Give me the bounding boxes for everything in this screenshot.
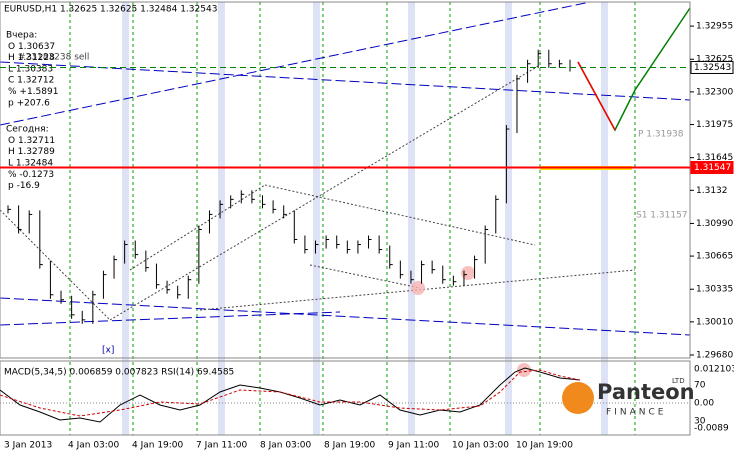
x-tick-label: 3 Jan 2013 <box>4 441 52 451</box>
main-frame <box>0 1 691 359</box>
price-box <box>690 60 734 74</box>
day-bands <box>122 2 608 435</box>
indicator-frame <box>0 360 691 436</box>
info-text: L 1.32484 <box>8 159 53 169</box>
y-tick-label: 1.32955 <box>696 22 733 32</box>
y-tick-label: 1.31975 <box>696 120 733 130</box>
price-box-label: 1.31547 <box>694 163 731 173</box>
info-text: Сегодня: <box>6 125 49 135</box>
y-tick-label: 1.30010 <box>696 317 733 327</box>
x-tick-label: 4 Jan 19:00 <box>132 441 184 451</box>
y-tick-label: 1.30665 <box>696 252 733 262</box>
price-box <box>690 161 734 175</box>
x-tick-label: 8 Jan 03:00 <box>260 441 312 451</box>
x-tick-label: 9 Jan 11:00 <box>388 441 440 451</box>
logo-tag: LTD <box>672 377 685 385</box>
price-bars <box>7 49 573 324</box>
y-tick-label: 1.3132 <box>696 186 728 196</box>
v-grid <box>69 2 636 435</box>
y-tick-label: 1.32300 <box>696 87 733 97</box>
indicator-title: MACD(5,34,5) 0.006859 0.007823 RSI(14) 6… <box>4 368 234 378</box>
indicator-tick: 30 <box>694 417 706 427</box>
y-tick-label: 1.31645 <box>696 153 733 163</box>
x-tick-label: 10 Jan 19:00 <box>516 441 573 451</box>
indicator-lines <box>0 367 690 423</box>
chart-title: EURUSD,H1 1.32625 1.32625 1.32484 1.3254… <box>4 5 217 15</box>
order-label: #23183238 sell <box>18 53 89 63</box>
indicator-tick: 0.012103 <box>694 365 734 375</box>
indicator-tick: 0.00 <box>694 399 714 409</box>
logo-name: Panteon <box>597 380 695 404</box>
pivot-label: S1 1.31157 <box>636 211 688 221</box>
indicator-tick: 70 <box>694 381 706 391</box>
logo: Panteon FINANCE LTD <box>562 377 695 418</box>
indicator-tick: -0.0089 <box>694 424 729 434</box>
pivot-label: P 1.31938 <box>638 130 684 140</box>
info-text: % +1.5891 <box>8 87 58 97</box>
info-text: % -0.1273 <box>8 170 54 180</box>
info-text: Вчера: <box>6 31 37 41</box>
x-tick-label: 8 Jan 19:00 <box>324 441 376 451</box>
x-tick-label: 10 Jan 03:00 <box>452 441 509 451</box>
info-text: O 1.32711 <box>8 136 55 146</box>
info-text: H 1.32789 <box>8 147 55 157</box>
y-tick-label: 1.32625 <box>696 55 733 65</box>
info-text: p +207.6 <box>8 98 50 108</box>
x-tick-label: 7 Jan 11:00 <box>196 441 248 451</box>
y-tick-label: 1.29680 <box>696 351 733 361</box>
y-tick-label: 1.30335 <box>696 285 733 295</box>
marker-label: [x] <box>102 346 114 356</box>
info-text: O 1.30637 <box>8 42 55 52</box>
info-text: p -16.9 <box>8 181 40 191</box>
info-text: H 1.31228 <box>8 53 55 63</box>
price-box-label: 1.32543 <box>694 63 731 73</box>
x-tick-label: 4 Jan 03:00 <box>68 441 120 451</box>
info-text: L 1.30383 <box>8 64 53 74</box>
info-text: C 1.32712 <box>8 76 54 86</box>
y-tick-label: 1.30990 <box>696 219 733 229</box>
logo-sub: FINANCE <box>606 408 666 418</box>
